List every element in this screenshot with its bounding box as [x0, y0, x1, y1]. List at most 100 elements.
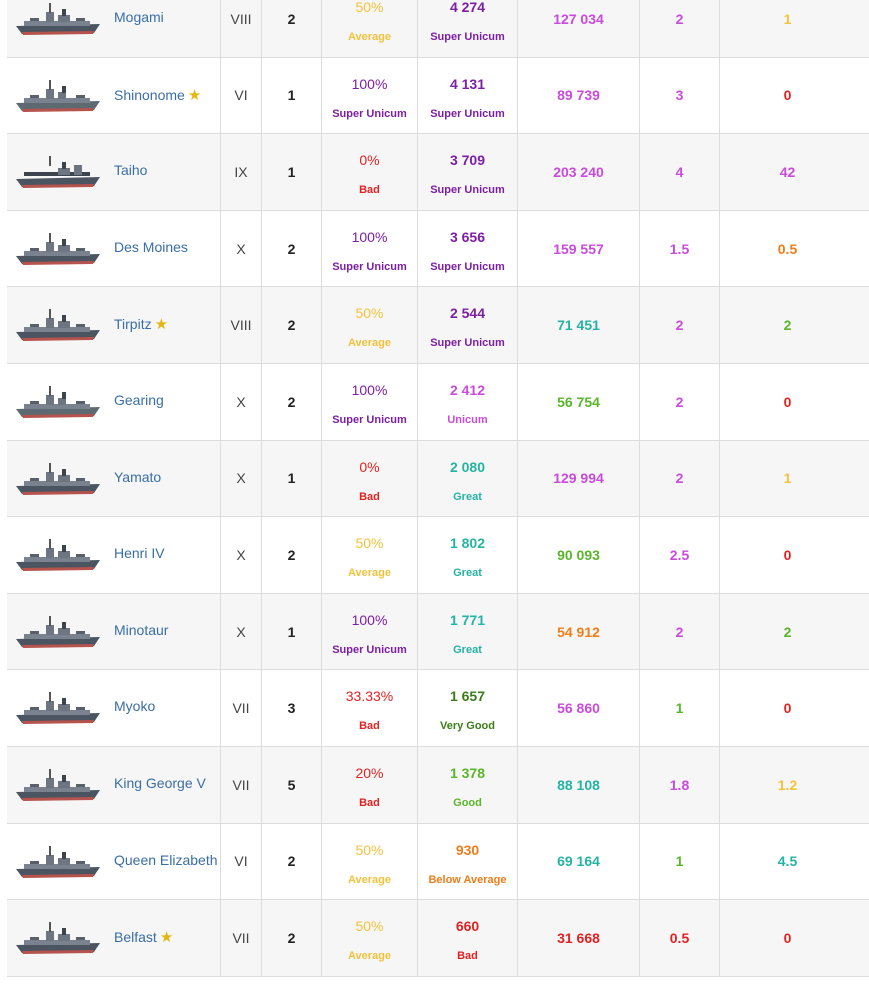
table-row[interactable]: Belfast ★ VII 2 50% Average 660 Bad 31 66…	[7, 900, 869, 977]
winrate-rating-label: Average	[347, 873, 391, 886]
ship-name-link[interactable]: Minotaur	[114, 622, 168, 638]
winrate-cell: 100% Super Unicum	[322, 210, 418, 287]
wn8-value: 3 656	[449, 228, 486, 245]
battles-value: 2	[287, 929, 296, 946]
ship-name-link[interactable]: Yamato	[114, 469, 161, 485]
ship-cell: Tirpitz ★	[7, 287, 221, 363]
wn8-cell: 4 274 Super Unicum	[418, 0, 518, 57]
winrate-cell: 50% Average	[322, 900, 418, 976]
table-row[interactable]: Gearing X 2 100% Super Unicum 2 412 Unic…	[7, 363, 869, 441]
battles-value: 1	[287, 87, 296, 104]
table-row[interactable]: Yamato X 1 0% Bad 2 080 Great 129 994 2	[7, 440, 869, 518]
ship-cell: Queen Elizabeth	[7, 823, 221, 900]
ship-cell: King George V	[7, 746, 221, 823]
battles-cell: 2	[262, 210, 322, 287]
battleship-icon	[16, 768, 100, 801]
kills-value: 0.5	[669, 929, 690, 946]
wn8-rating-label: Very Good	[439, 720, 496, 733]
battles-cell: 2	[262, 900, 322, 976]
battles-cell: 1	[262, 593, 322, 670]
kills-cell: 2	[640, 287, 720, 363]
ship-name-link[interactable]: Shinonome ★	[114, 86, 201, 104]
winrate-cell: 50% Average	[322, 0, 418, 57]
ship-cell: Henri IV	[7, 517, 221, 593]
kills-cell: 1	[640, 670, 720, 746]
last-stat-value: 0	[783, 700, 792, 717]
ship-name-text: Belfast	[114, 929, 157, 946]
winrate-value: 0%	[359, 458, 380, 475]
damage-value: 129 994	[553, 470, 604, 487]
wn8-rating-label: Super Unicum	[430, 337, 505, 350]
last-stat-cell: 0.5	[720, 211, 869, 287]
table-row[interactable]: Shinonome ★ VI 1 100% Super Unicum 4 131 …	[7, 57, 869, 135]
ship-name-text: Taiho	[114, 162, 148, 179]
table-row[interactable]: Queen Elizabeth VI 2 50% Average 930 Bel…	[7, 823, 869, 901]
tier-cell: VII	[221, 900, 262, 976]
ship-cell: Belfast ★	[7, 900, 221, 976]
ship-name-link[interactable]: Mogami	[114, 9, 164, 25]
ship-cell: Taiho	[7, 134, 221, 210]
table-row[interactable]: Tirpitz ★ VIII 2 50% Average 2 544 Super …	[7, 287, 869, 364]
damage-cell: 54 912	[518, 593, 640, 670]
wn8-cell: 2 412 Unicum	[418, 363, 518, 440]
ship-name-link[interactable]: Gearing	[114, 392, 164, 408]
table-row[interactable]: Taiho IX 1 0% Bad 3 709 Super Unicum 203…	[7, 134, 869, 211]
tier-value: X	[236, 470, 246, 487]
damage-cell: 56 754	[518, 363, 640, 440]
ship-cell: Gearing	[7, 363, 221, 440]
last-stat-cell: 0	[720, 900, 869, 976]
kills-value: 1	[675, 700, 684, 717]
table-row[interactable]: King George V VII 5 20% Bad 1 378 Good 8…	[7, 746, 869, 824]
table-row[interactable]: Des Moines X 2 100% Super Unicum 3 656 S…	[7, 210, 869, 288]
damage-value: 127 034	[553, 10, 604, 27]
ship-name-link[interactable]: Henri IV	[114, 545, 165, 561]
wn8-cell: 3 709 Super Unicum	[418, 134, 518, 210]
ship-name-text: Mogami	[114, 9, 164, 25]
battles-cell: 1	[262, 440, 322, 517]
ship-name-link[interactable]: Des Moines	[114, 239, 188, 255]
wn8-value: 1 378	[449, 764, 486, 781]
ship-name-link[interactable]: King George V	[114, 775, 206, 791]
tier-value: X	[236, 240, 246, 257]
ship-name-link[interactable]: Taiho	[114, 162, 147, 178]
winrate-value: 50%	[355, 918, 384, 935]
wn8-cell: 3 656 Super Unicum	[418, 210, 518, 287]
tier-cell: X	[221, 517, 262, 593]
ship-name-text: Tirpitz	[114, 316, 152, 333]
damage-value: 88 108	[557, 776, 600, 793]
kills-cell: 2	[640, 440, 720, 517]
ship-name-link[interactable]: Belfast ★	[114, 928, 173, 946]
table-row[interactable]: Henri IV X 2 50% Average 1 802 Great 90 …	[7, 517, 869, 594]
ship-name-link[interactable]: Myoko	[114, 698, 155, 714]
table-row[interactable]: Myoko VII 3 33.33% Bad 1 657 Very Good 5…	[7, 670, 869, 747]
winrate-cell: 50% Average	[322, 517, 418, 593]
last-stat-cell: 0	[720, 517, 869, 593]
last-stat-value: 2	[783, 623, 792, 640]
battleship-icon	[16, 309, 100, 342]
kills-value: 2	[675, 470, 684, 487]
winrate-rating-label: Average	[347, 31, 391, 43]
ship-name-link[interactable]: Tirpitz ★	[114, 315, 168, 333]
table-row[interactable]: Minotaur X 1 100% Super Unicum 1 771 Gre…	[7, 593, 869, 671]
kills-value: 3	[675, 87, 684, 104]
tier-cell: VI	[221, 57, 262, 134]
winrate-cell: 50% Average	[322, 823, 418, 900]
wn8-value: 660	[455, 918, 480, 935]
last-stat-value: 2	[783, 317, 792, 334]
damage-cell: 90 093	[518, 517, 640, 593]
battles-value: 3	[287, 700, 296, 717]
ship-cell: Minotaur	[7, 593, 221, 670]
damage-value: 159 557	[553, 240, 604, 257]
battles-cell: 2	[262, 0, 322, 57]
kills-cell: 2	[640, 593, 720, 670]
damage-value: 31 668	[557, 929, 600, 946]
table-row[interactable]: Mogami VIII 2 50% Average 4 274 Super Un…	[7, 0, 869, 58]
winrate-value: 33.33%	[345, 688, 394, 705]
ship-cell: Des Moines	[7, 210, 221, 287]
ship-cell: Yamato	[7, 440, 221, 517]
wn8-cell: 4 131 Super Unicum	[418, 57, 518, 134]
ship-name-link[interactable]: Queen Elizabeth	[114, 852, 218, 868]
battles-value: 2	[287, 393, 296, 410]
wn8-rating-label: Super Unicum	[430, 31, 505, 43]
winrate-cell: 0% Bad	[322, 134, 418, 210]
